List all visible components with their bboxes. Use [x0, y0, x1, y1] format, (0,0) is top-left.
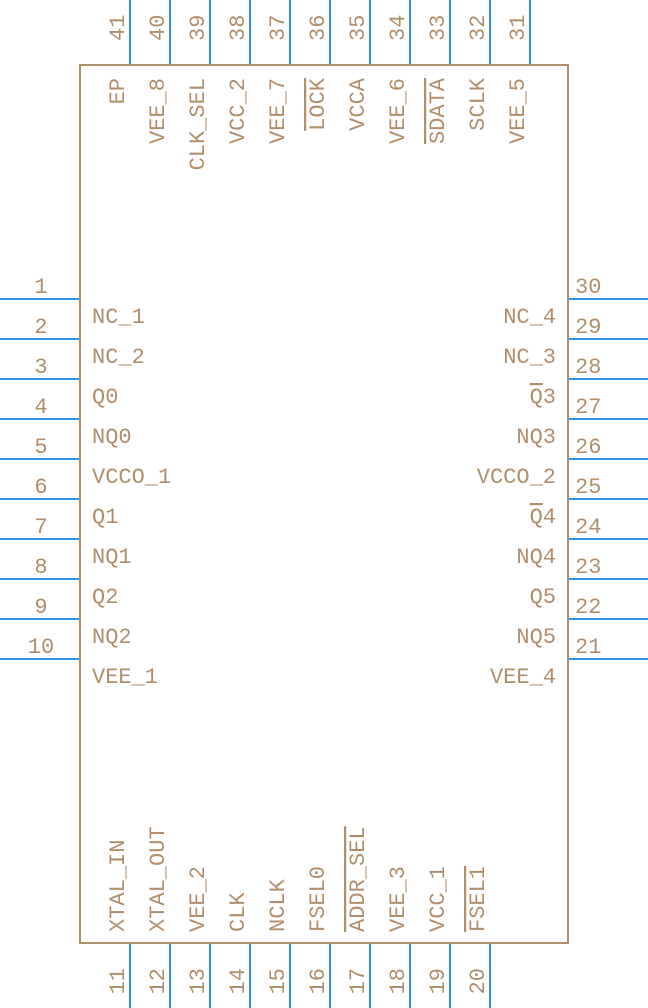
- pin-number: 12: [146, 968, 171, 994]
- pin-label: NQ2: [92, 625, 132, 650]
- pin-label: NCLK: [266, 878, 291, 932]
- pin-number: 33: [426, 15, 451, 41]
- pin-label: VEE_1: [92, 665, 158, 690]
- pin-number: 39: [186, 15, 211, 41]
- pin-number: 25: [575, 475, 601, 500]
- pin-number: 8: [34, 555, 47, 580]
- pin-label: NQ4: [516, 545, 556, 570]
- pin-label: VCC_1: [426, 866, 451, 932]
- pin-label: Q0: [92, 385, 118, 410]
- pin-number: 7: [34, 515, 47, 540]
- pin-label: CLK_SEL: [186, 78, 211, 170]
- pin-number: 41: [106, 15, 131, 41]
- pin-label: Q3: [530, 385, 556, 410]
- pin-number: 1: [34, 275, 47, 300]
- pin-number: 21: [575, 635, 601, 660]
- pin-label: NQ3: [516, 425, 556, 450]
- pin-label: Q5: [530, 585, 556, 610]
- pin-number: 2: [34, 315, 47, 340]
- pin-label: VEE_6: [386, 78, 411, 144]
- pin-number: 29: [575, 315, 601, 340]
- pin-label: NC_1: [92, 305, 145, 330]
- pin-label: VEE_2: [186, 866, 211, 932]
- pin-number: 28: [575, 355, 601, 380]
- pin-number: 17: [346, 968, 371, 994]
- pin-number: 3: [34, 355, 47, 380]
- pin-number: 22: [575, 595, 601, 620]
- pin-label: NC_4: [503, 305, 556, 330]
- pin-label: VEE_8: [146, 78, 171, 144]
- pin-label: LOCK: [306, 77, 331, 131]
- pin-label: XTAL_OUT: [146, 826, 171, 932]
- pin-label: ADDR_SEL: [346, 826, 371, 932]
- pin-label: NC_3: [503, 345, 556, 370]
- pin-label: NC_2: [92, 345, 145, 370]
- pin-label: NQ0: [92, 425, 132, 450]
- pin-label: VCC_2: [226, 78, 251, 144]
- pin-label: CLK: [226, 892, 251, 932]
- pin-number: 26: [575, 435, 601, 460]
- pin-label: Q2: [92, 585, 118, 610]
- pin-number: 11: [106, 968, 131, 994]
- pin-number: 10: [28, 635, 54, 660]
- pin-number: 36: [306, 15, 331, 41]
- ic-body: [80, 65, 568, 943]
- pin-number: 23: [575, 555, 601, 580]
- pin-number: 20: [466, 968, 491, 994]
- pin-label: FSEL1: [466, 866, 491, 932]
- pin-label: VEE_5: [506, 78, 531, 144]
- pin-number: 9: [34, 595, 47, 620]
- pin-label: VEE_4: [490, 665, 556, 690]
- pin-number: 27: [575, 395, 601, 420]
- pin-label: VCCO_2: [477, 465, 556, 490]
- pin-number: 4: [34, 395, 47, 420]
- pin-number: 40: [146, 15, 171, 41]
- pin-number: 15: [266, 968, 291, 994]
- pin-number: 34: [386, 15, 411, 41]
- pin-number: 6: [34, 475, 47, 500]
- pin-number: 14: [226, 968, 251, 994]
- pin-label: SDATA: [426, 77, 451, 144]
- pin-label: Q1: [92, 505, 118, 530]
- pin-label: VCCA: [346, 77, 371, 131]
- pin-label: FSEL0: [306, 866, 331, 932]
- pin-label: XTAL_IN: [106, 840, 131, 932]
- pin-label: SCLK: [466, 77, 491, 131]
- ic-pinout-diagram: 1 NC_1 2 NC_2 3 Q0 4 NQ0 5 VCCO_1 6 Q1 7 NQ1 8 Q2 9 NQ2 10…: [0, 0, 648, 1008]
- pin-label: VEE_3: [386, 866, 411, 932]
- pin-number: 35: [346, 15, 371, 41]
- pin-label: VEE_7: [266, 78, 291, 144]
- pin-number: 38: [226, 15, 251, 41]
- pin-label: Q4: [530, 505, 556, 530]
- pin-number: 32: [466, 15, 491, 41]
- pin-label: NQ1: [92, 545, 132, 570]
- pin-number: 30: [575, 275, 601, 300]
- pin-number: 37: [266, 15, 291, 41]
- pin-number: 16: [306, 968, 331, 994]
- pin-number: 13: [186, 968, 211, 994]
- pin-number: 24: [575, 515, 601, 540]
- pin-label: NQ5: [516, 625, 556, 650]
- pin-number: 19: [426, 968, 451, 994]
- pin-label: EP: [106, 78, 131, 104]
- pin-label: VCCO_1: [92, 465, 171, 490]
- pin-number: 5: [34, 435, 47, 460]
- pin-number: 31: [506, 15, 531, 41]
- pin-number: 18: [386, 968, 411, 994]
